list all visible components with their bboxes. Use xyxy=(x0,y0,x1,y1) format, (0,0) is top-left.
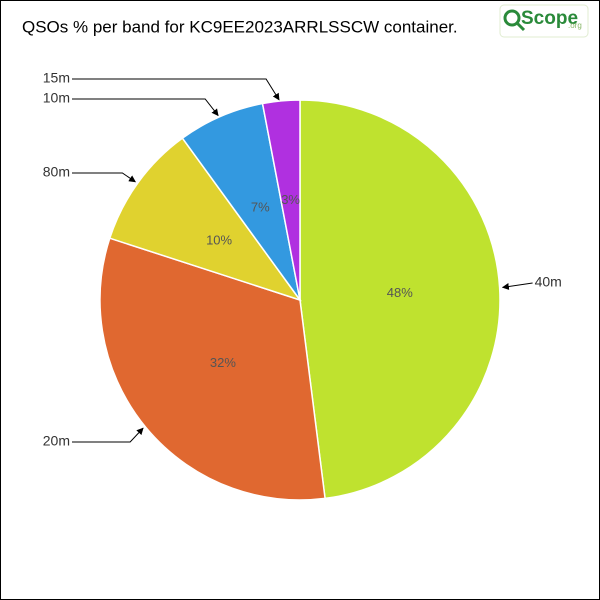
logo-icon-handle xyxy=(515,21,526,32)
value-label: 10% xyxy=(206,233,232,248)
leader-line xyxy=(72,172,136,183)
logo-text: Scope xyxy=(521,8,578,29)
logo-icon xyxy=(503,9,521,27)
leader-line xyxy=(72,98,219,117)
value-label: 7% xyxy=(251,200,270,215)
pie-slice xyxy=(299,99,501,500)
category-label: 40m xyxy=(535,274,562,290)
category-label: 15m xyxy=(43,70,70,86)
category-label: 10m xyxy=(43,90,70,106)
logo-suffix: .org xyxy=(568,21,582,30)
value-label: 32% xyxy=(210,355,236,370)
leader-line xyxy=(501,282,533,290)
pie-slice xyxy=(108,137,302,302)
logo: Scope .org xyxy=(499,4,589,38)
value-label: 48% xyxy=(387,285,413,300)
category-label: 80m xyxy=(43,164,70,180)
chart-title: QSOs % per band for KC9EE2023ARRLSSCW co… xyxy=(22,17,458,36)
category-label: 20m xyxy=(43,433,70,449)
pie-slice xyxy=(99,237,326,501)
leader-line xyxy=(72,427,144,443)
leader-line xyxy=(72,78,280,101)
value-label: 3% xyxy=(281,192,300,207)
pie-slice xyxy=(261,99,301,301)
